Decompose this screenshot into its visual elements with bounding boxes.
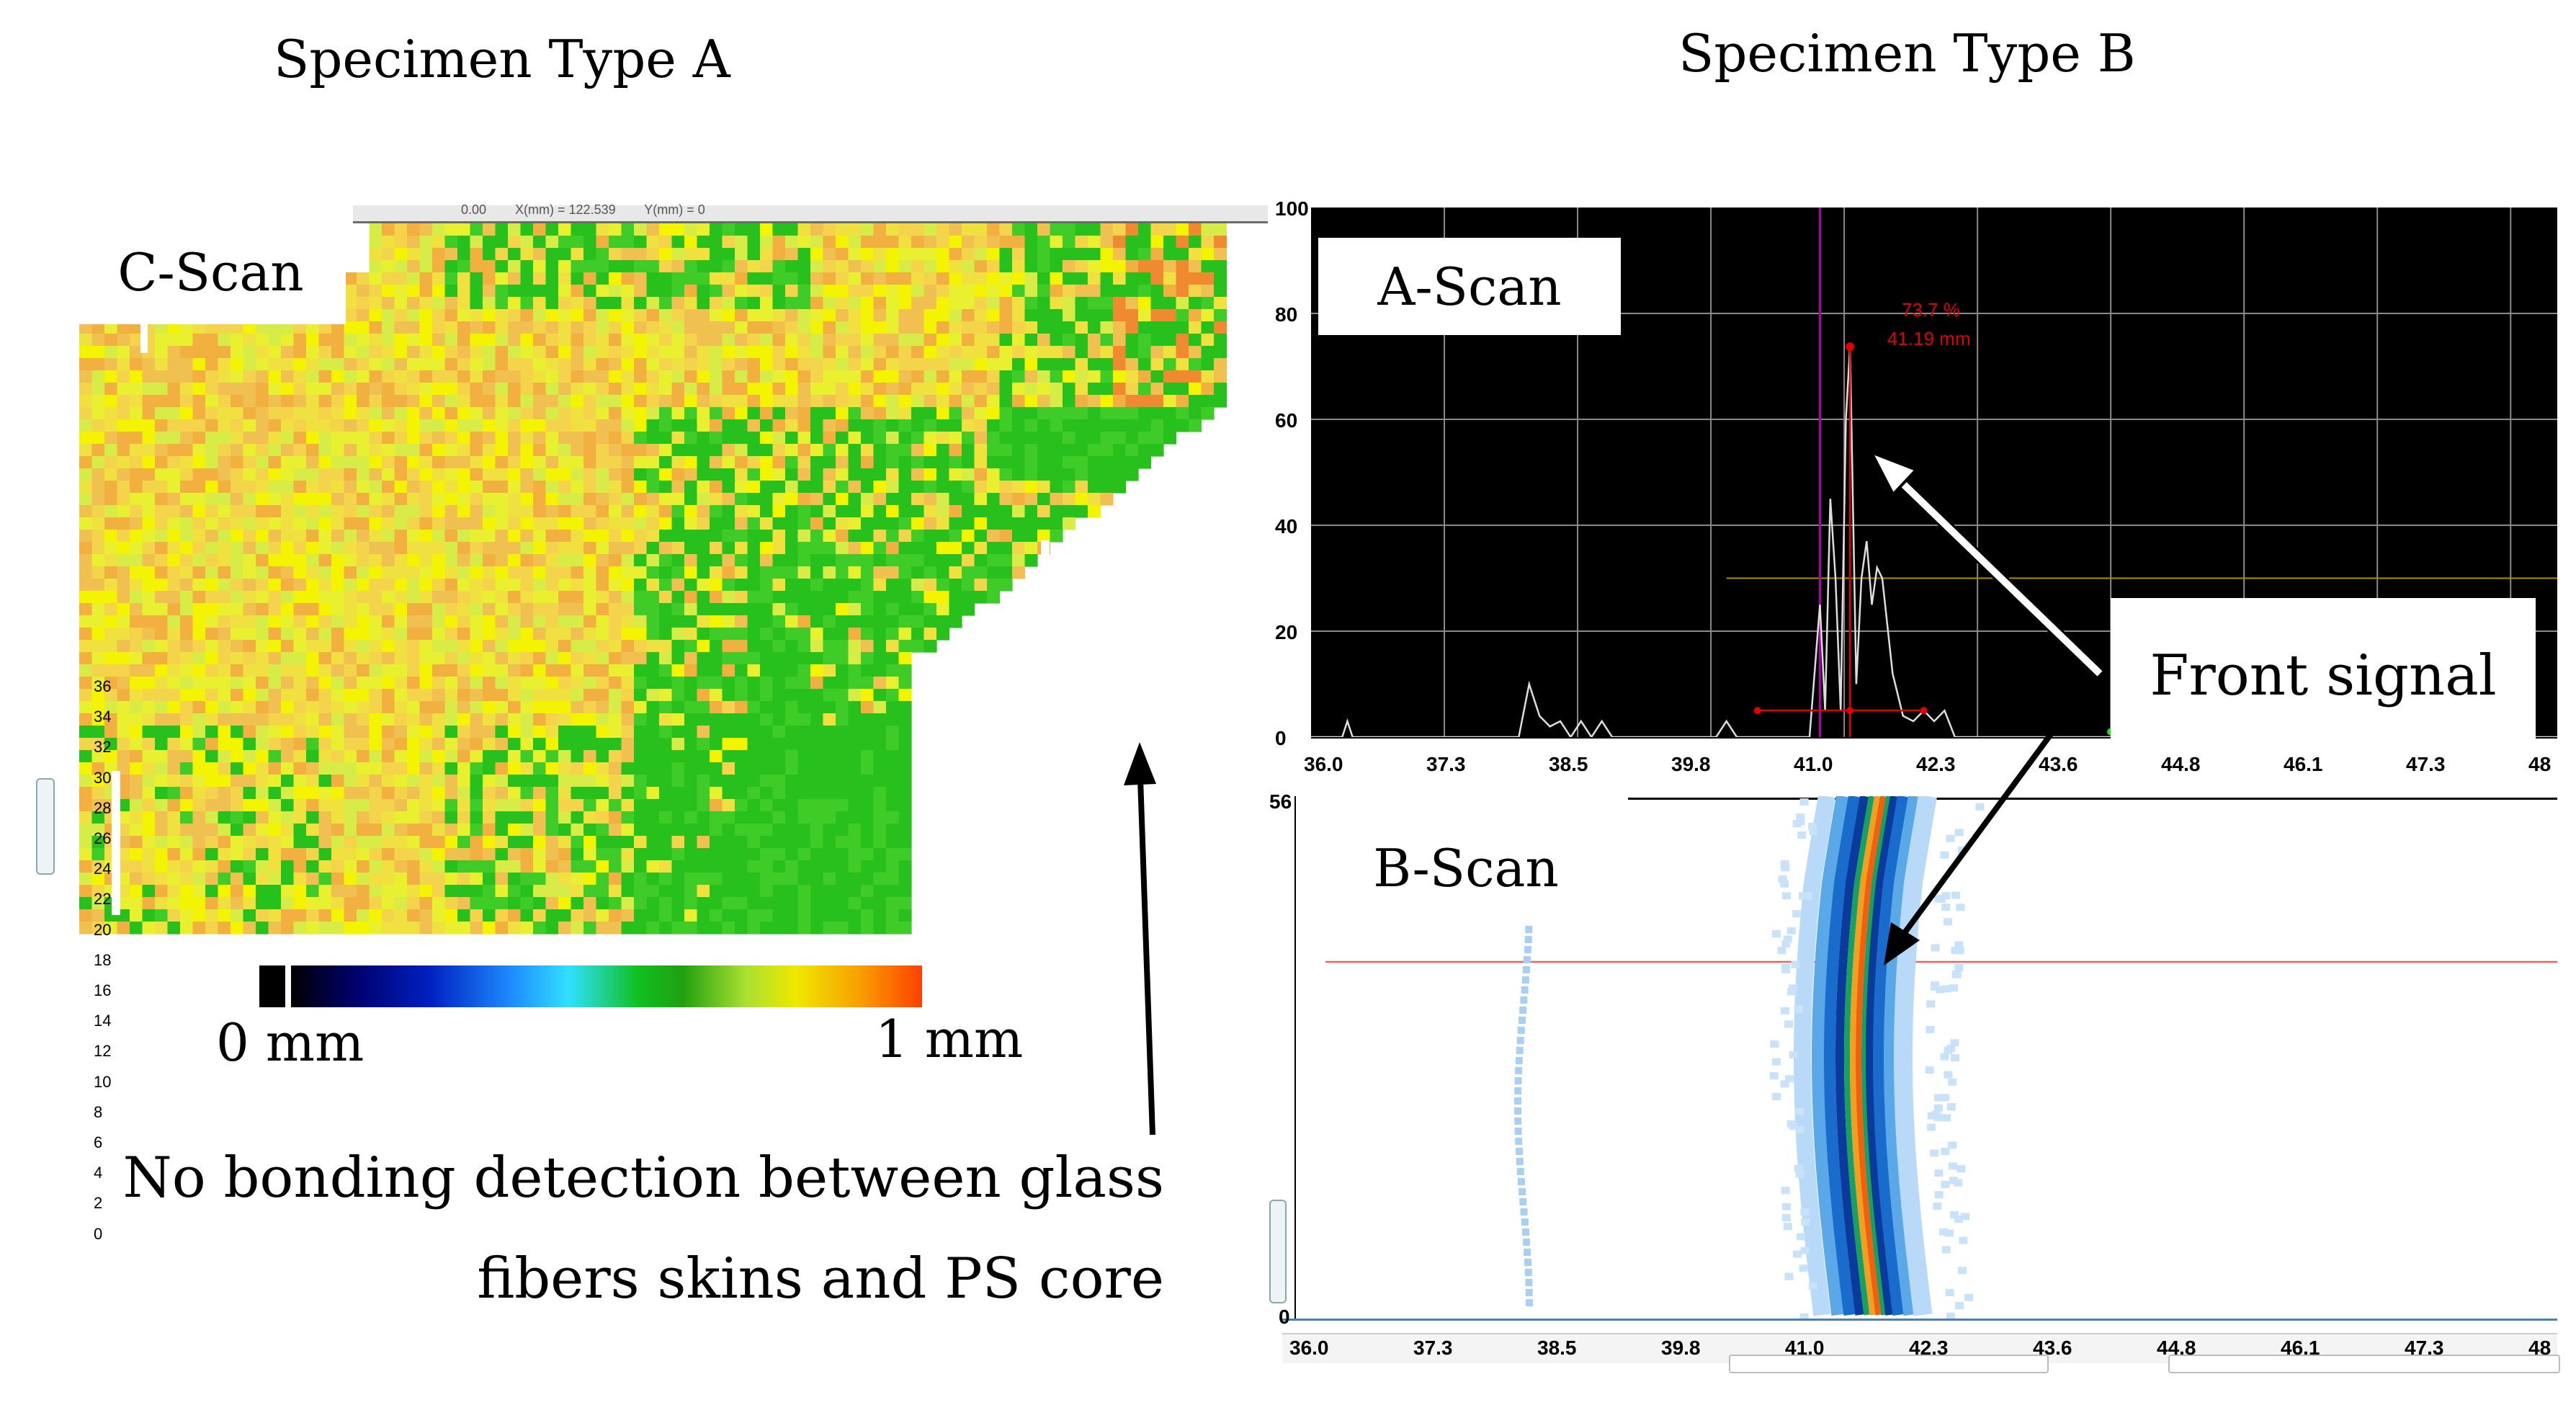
ascan-x-tick: 38.5 [1549,753,1588,775]
colorbar [259,965,922,1007]
cscan-y-tick: 36 [94,677,112,695]
ascan-x-tick: 36.0 [1304,753,1343,775]
ascan-y-tick: 40 [1275,515,1298,538]
colorbar-min-label: 0 mm [216,1012,365,1073]
cscan-y-tick: 6 [94,1133,103,1151]
ascan-y-tick: 100 [1275,197,1309,220]
ascan-y-tick: 60 [1275,409,1298,432]
ascan-y-tick: 20 [1275,621,1298,643]
bscan-label: B-Scan [1333,821,1599,915]
title-specimen-b: Specimen Type B [1678,23,2136,84]
peak-depth-readout: 41.19 mm [1887,328,1971,349]
cscan-label: C-Scan [76,220,346,324]
bscan-x-tick: 38.5 [1537,1337,1577,1359]
cscan-heatmap[interactable] [36,223,1261,944]
cscan-y-tick: 2 [94,1194,103,1213]
cscan-y-tick: 30 [94,768,112,787]
ascan-x-tick: 47.3 [2406,753,2446,775]
bscan-x-tick: 47.3 [2405,1337,2444,1359]
cscan-header: 0.00 X(mm) = 122.539 Y(mm) = 0 [353,202,1268,223]
cscan-y-tick: 28 [94,798,112,817]
cscan-y-tick: 8 [94,1102,103,1121]
cscan-panel: 0.00 X(mm) = 122.539 Y(mm) = 0 [36,202,1268,935]
bscan-x-tick: 43.6 [2033,1337,2072,1359]
ascan-x-tick: 48 [2528,753,2552,775]
ascan-x-tick: 37.3 [1426,753,1466,775]
cscan-y-tick: 20 [94,920,112,939]
bscan-x-tick: 37.3 [1413,1337,1453,1359]
bscan-y-tick: 0 [1279,1306,1290,1328]
cscan-y-tick: 24 [94,860,112,878]
ascan-y-tick: 0 [1275,727,1287,749]
cscan-y-tick: 34 [94,708,112,726]
bscan-scroll-handle[interactable] [1269,1200,1287,1303]
cscan-y-tick: 14 [94,1012,112,1030]
bscan-x-tick: 46.1 [2281,1337,2320,1359]
cscan-scroll-handle[interactable] [36,778,55,875]
bscan-x-tick: 44.8 [2157,1337,2196,1359]
colorbar-max-label: 1 mm [875,1009,1024,1069]
ascan-x-tick: 41.0 [1794,753,1833,775]
ascan-x-tick: 46.1 [2284,753,2323,775]
bscan-x-tick: 42.3 [1909,1337,1949,1359]
cscan-header-text: 0.00 X(mm) = 122.539 Y(mm) = 0 [461,202,705,217]
cscan-y-tick: 16 [94,981,112,999]
cscan-y-tick: 22 [94,890,112,909]
cscan-y-tick: 4 [94,1164,103,1182]
no-bonding-line2: fibers skins and PS core [477,1246,1164,1311]
ascan-y-tick: 80 [1275,303,1298,326]
ascan-x-tick: 44.8 [2161,753,2201,775]
title-specimen-a: Specimen Type A [274,29,730,89]
cscan-y-axis: 36 34 32 30 28 26 24 22 20 18 16 14 12 10 8 6 4 2 0 [43,339,111,1243]
cscan-y-tick: 32 [94,738,112,757]
cscan-y-tick: 18 [94,950,112,969]
bscan-y-tick: 56 [1269,790,1292,813]
bscan-x-tick: 36.0 [1289,1337,1329,1359]
front-signal-label: Front signal [2111,598,2536,753]
cscan-y-tick: 12 [94,1042,112,1061]
ascan-x-tick: 39.8 [1671,753,1711,775]
peak-amplitude-readout: 73.7 % [1902,299,1960,321]
ascan-x-tick: 42.3 [1916,753,1956,775]
no-bonding-line1: No bonding detection between glass [122,1146,1164,1210]
bscan-x-tick: 41.0 [1785,1337,1825,1359]
ascan-label: A-Scan [1318,238,1621,335]
cscan-y-tick: 26 [94,829,112,847]
ascan-x-tick: 43.6 [2039,753,2078,775]
bscan-x-tick: 39.8 [1661,1337,1701,1359]
cscan-y-tick: 10 [94,1072,112,1091]
bscan-x-tick: 48 [2528,1337,2552,1359]
bscan-x-axis [1282,1319,2557,1328]
cscan-y-tick: 0 [94,1224,103,1243]
